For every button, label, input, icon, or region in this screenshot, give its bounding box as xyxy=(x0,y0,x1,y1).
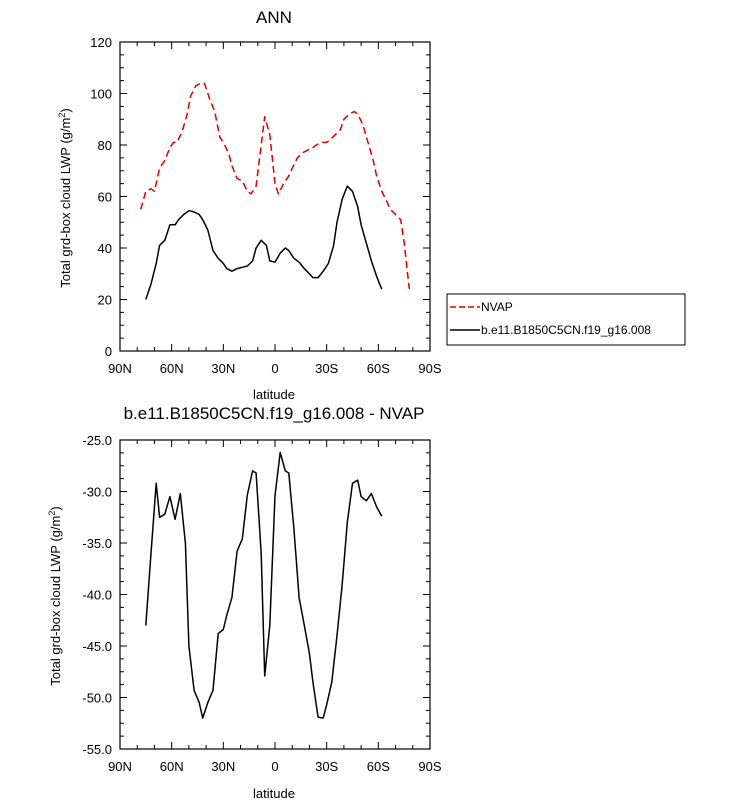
panel2-y-axis-label-sup: 2 xyxy=(47,511,57,516)
p1-y-tick-label: 0 xyxy=(105,344,112,359)
p2-y-tick-label: -45.0 xyxy=(82,639,112,654)
panel2-y-axis-label-main: Total grd-box cloud LWP (g/m xyxy=(48,516,63,686)
p1-y-tick-label: 120 xyxy=(90,35,112,50)
p2-y-tick-label: -35.0 xyxy=(82,536,112,551)
p2-x-tick-label: 90S xyxy=(418,759,441,774)
panel2-y-axis-label-close: ) xyxy=(48,506,63,510)
panel1-title: ANN xyxy=(256,8,292,27)
p1-x-tick-label: 30S xyxy=(315,361,338,376)
p1-y-tick-label: 20 xyxy=(98,293,112,308)
p1-series-line-1 xyxy=(145,185,383,300)
p1-y-tick-label: 100 xyxy=(90,87,112,102)
panel1-y-axis-label: Total grd-box cloud LWP (g/m2) xyxy=(57,108,73,287)
p2-series-line-0 xyxy=(145,451,383,719)
p1-series-line-0 xyxy=(139,82,411,290)
legend-label-nvap: NVAP xyxy=(481,300,513,314)
panel2-y-tick-labels: -55.0 -50.0 -45.0 -40.0 -35.0 -30.0 -25.0 xyxy=(82,433,112,757)
p1-x-tick-label: 0 xyxy=(271,361,278,376)
panel1-plot-frame xyxy=(119,41,431,352)
panel2-y-axis-label: Total grd-box cloud LWP (g/m2) xyxy=(47,506,63,685)
p2-y-tick-label: -30.0 xyxy=(82,485,112,500)
panel2-ticks xyxy=(119,439,431,750)
p2-y-tick-label: -55.0 xyxy=(82,742,112,757)
p1-x-tick-label: 60N xyxy=(160,361,184,376)
p1-y-tick-label: 60 xyxy=(98,190,112,205)
legend: NVAP b.e11.B1850C5CN.f19_g16.008 xyxy=(446,293,686,346)
p2-x-tick-label: 30S xyxy=(315,759,338,774)
panel-difference: b.e11.B1850C5CN.f19_g16.008 - NVAP 90N 60… xyxy=(47,404,442,801)
panel1-y-axis-label-sup: 2 xyxy=(57,113,67,118)
panel1-x-tick-labels: 90N 60N 30N 0 30S 60S 90S xyxy=(108,361,442,376)
p2-x-tick-label: 60N xyxy=(160,759,184,774)
p2-y-tick-label: -40.0 xyxy=(82,588,112,603)
p1-y-tick-label: 80 xyxy=(98,138,112,153)
p2-y-tick-label: -50.0 xyxy=(82,691,112,706)
p1-x-tick-label: 60S xyxy=(367,361,390,376)
panel1-y-axis-label-main: Total grd-box cloud LWP (g/m xyxy=(58,118,73,288)
panel1-series xyxy=(139,82,411,300)
p1-x-tick-label: 90N xyxy=(108,361,132,376)
p1-x-tick-label: 30N xyxy=(211,361,235,376)
panel2-x-axis-label: latitude xyxy=(253,786,295,801)
legend-box xyxy=(446,293,686,346)
panel1-y-axis-label-close: ) xyxy=(58,108,73,112)
panel2-plot-frame xyxy=(119,439,431,750)
panel-annual-mean: ANN 90N 60N 30N 0 30S 60S 90S 020406080100120 … xyxy=(57,8,686,402)
legend-label-model: b.e11.B1850C5CN.f19_g16.008 xyxy=(481,323,651,337)
panel1-ticks xyxy=(119,41,431,352)
panel2-series xyxy=(145,451,383,719)
panel2-x-tick-labels: 90N 60N 30N 0 30S 60S 90S xyxy=(108,759,442,774)
p2-x-tick-label: 30N xyxy=(211,759,235,774)
p1-x-tick-label: 90S xyxy=(418,361,441,376)
p2-y-tick-label: -25.0 xyxy=(82,433,112,448)
p2-x-tick-label: 90N xyxy=(108,759,132,774)
p1-y-tick-label: 40 xyxy=(98,241,112,256)
p2-x-tick-label: 0 xyxy=(271,759,278,774)
panel1-x-axis-label: latitude xyxy=(253,387,295,402)
panel2-title: b.e11.B1850C5CN.f19_g16.008 - NVAP xyxy=(124,404,425,423)
panel1-y-tick-labels: 0 20 40 60 80 100 120 xyxy=(90,35,112,359)
p2-x-tick-label: 60S xyxy=(367,759,390,774)
